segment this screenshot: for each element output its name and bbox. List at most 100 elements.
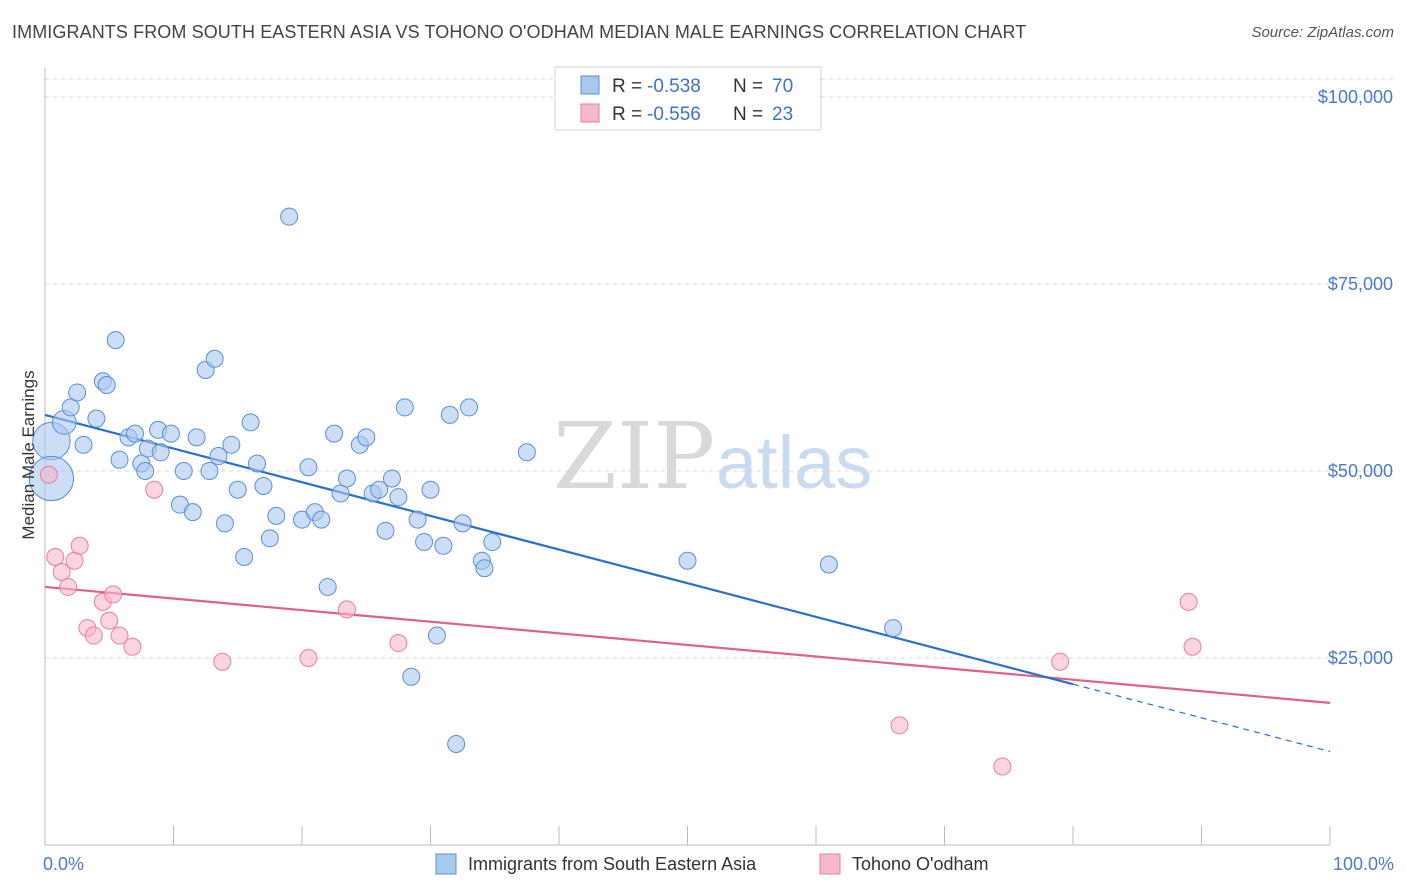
point-sea-20 <box>174 462 193 480</box>
point-sea-55 <box>415 533 434 552</box>
point-sea-10 <box>110 450 129 469</box>
point-sea-46 <box>357 428 376 447</box>
point-sea-3 <box>61 398 80 417</box>
point-sea-35 <box>267 506 286 525</box>
point-sea-14 <box>136 462 155 480</box>
point-tohono-19 <box>993 757 1012 776</box>
legend-r-value-1: -0.538 <box>647 76 701 97</box>
point-sea-31 <box>241 413 260 432</box>
point-sea-61 <box>453 514 472 533</box>
point-sea-52 <box>395 398 414 417</box>
trendline-tohono <box>44 585 1331 704</box>
point-sea-69 <box>819 555 838 574</box>
point-tohono-17 <box>389 634 408 653</box>
point-tohono-10 <box>104 585 123 604</box>
trendline-sea-extension <box>1072 683 1331 753</box>
legend-n-value-2: 23 <box>772 104 793 125</box>
point-sea-58 <box>434 536 453 555</box>
point-sea-67 <box>678 551 697 570</box>
point-sea-53 <box>402 667 421 686</box>
watermark-atlas: atlas <box>716 421 872 504</box>
point-sea-68 <box>884 619 903 638</box>
point-tohono-13 <box>145 480 164 499</box>
x-tick-label-0: 0.0% <box>43 854 84 874</box>
point-sea-36 <box>280 207 299 226</box>
point-tohono-21 <box>1179 592 1198 611</box>
series-legend-label-1: Immigrants from South Eastern Asia <box>468 854 757 874</box>
point-sea-21 <box>183 503 202 522</box>
point-sea-49 <box>376 521 395 540</box>
series-legend-swatch-blue <box>435 853 457 875</box>
x-tick-labels: 0.0% 100.0% <box>43 854 1394 874</box>
point-tohono-22 <box>1183 637 1202 656</box>
point-sea-64 <box>475 559 494 578</box>
point-sea-54 <box>408 510 427 529</box>
series-legend-swatch-pink <box>819 853 841 875</box>
point-sea-34 <box>260 529 279 548</box>
x-tick-label-1: 100.0% <box>1333 854 1394 874</box>
y-axis-label: Median Male Earnings <box>19 370 38 539</box>
legend-r-label-1: R = <box>612 76 642 97</box>
legend-swatch-blue <box>580 75 600 95</box>
point-tohono-5 <box>70 536 89 555</box>
point-sea-32 <box>248 454 267 473</box>
point-sea-12 <box>125 424 144 443</box>
chart-title: IMMIGRANTS FROM SOUTH EASTERN ASIA VS TO… <box>12 22 1027 42</box>
watermark-zip: ZIP <box>553 403 715 510</box>
legend-swatch-pink <box>580 103 600 123</box>
legend-n-label-2: N = <box>733 104 763 125</box>
point-sea-43 <box>331 484 350 503</box>
stats-legend: R = -0.538 N = 70 R = -0.556 N = 23 <box>554 66 822 131</box>
point-tohono-4 <box>65 551 84 570</box>
point-sea-44 <box>337 469 356 488</box>
point-sea-4 <box>68 383 87 402</box>
legend-r-value-2: -0.556 <box>647 104 701 125</box>
y-tick-label-3: $100,000 <box>1318 87 1393 107</box>
point-sea-8 <box>97 375 116 394</box>
point-sea-40 <box>312 510 331 529</box>
point-tohono-0 <box>39 465 58 484</box>
point-tohono-12 <box>123 637 142 656</box>
point-sea-48 <box>370 480 389 499</box>
point-tohono-14 <box>213 652 232 671</box>
point-sea-50 <box>382 469 401 488</box>
point-sea-30 <box>235 548 254 567</box>
point-sea-26 <box>209 447 228 466</box>
point-sea-38 <box>299 458 318 477</box>
point-sea-65 <box>483 533 502 552</box>
y-tick-label-1: $50,000 <box>1328 461 1393 481</box>
y-tick-label-0: $25,000 <box>1328 648 1393 668</box>
point-tohono-15 <box>299 649 318 667</box>
data-points <box>28 207 1202 776</box>
point-sea-51 <box>389 488 408 507</box>
point-tohono-18 <box>890 716 909 735</box>
point-sea-62 <box>460 398 479 417</box>
point-tohono-3 <box>59 577 78 596</box>
legend-n-label-1: N = <box>733 76 763 97</box>
y-tick-label-2: $75,000 <box>1328 274 1393 294</box>
point-sea-42 <box>325 424 344 443</box>
point-sea-41 <box>318 577 337 596</box>
point-tohono-11 <box>110 626 129 645</box>
point-sea-25 <box>205 349 224 368</box>
axes <box>44 68 1331 846</box>
point-sea-27 <box>215 514 234 533</box>
point-tohono-9 <box>100 611 119 630</box>
point-sea-60 <box>447 735 466 754</box>
point-tohono-1 <box>46 548 65 567</box>
source-label: Source: ZipAtlas.com <box>1251 24 1394 41</box>
point-sea-22 <box>187 428 206 447</box>
series-legend: Immigrants from South Eastern Asia Tohon… <box>435 853 989 875</box>
point-tohono-20 <box>1051 652 1070 671</box>
point-sea-66 <box>517 443 536 462</box>
point-tohono-7 <box>84 626 103 645</box>
series-legend-label-2: Tohono O'odham <box>852 854 989 874</box>
gridlines <box>45 78 1394 659</box>
point-sea-33 <box>254 476 273 495</box>
point-sea-57 <box>427 626 446 645</box>
point-sea-17 <box>151 443 170 462</box>
point-sea-18 <box>161 424 180 443</box>
y-tick-labels: $25,000 $50,000 $75,000 $100,000 <box>1318 87 1393 668</box>
point-sea-28 <box>222 435 241 454</box>
point-tohono-16 <box>337 600 356 619</box>
